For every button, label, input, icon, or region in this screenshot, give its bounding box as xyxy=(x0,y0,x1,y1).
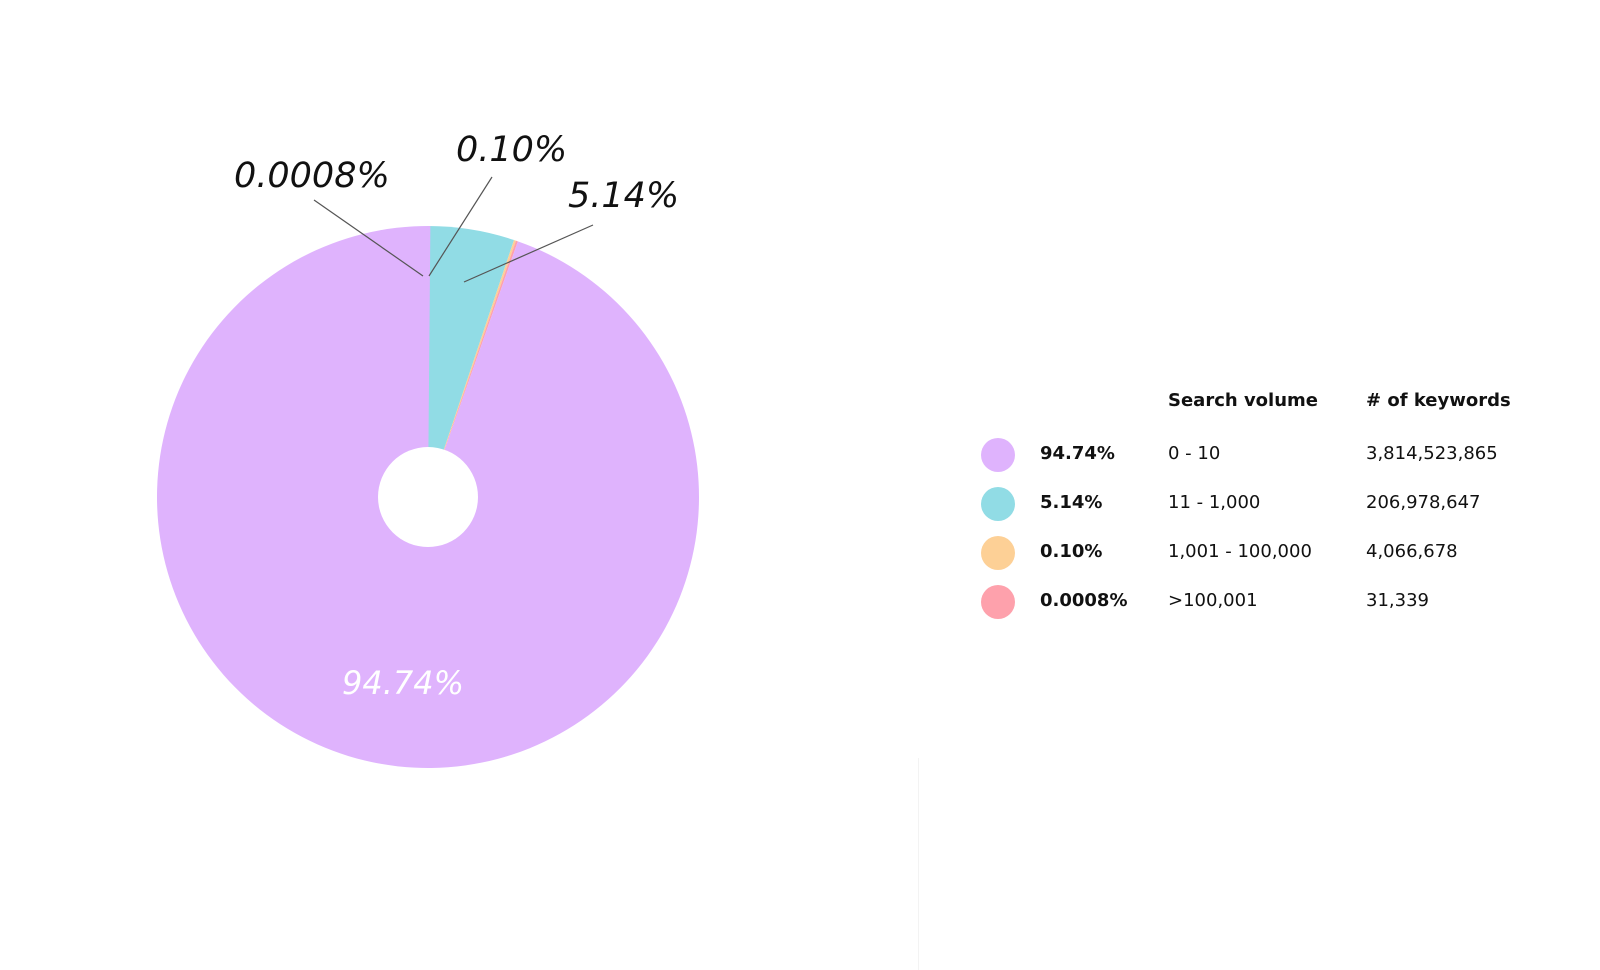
legend-header-row: Search volume # of keywords xyxy=(975,390,1535,434)
legend-row: 0.10% 1,001 - 100,000 4,066,678 xyxy=(975,532,1535,581)
leader-line-slice-4 xyxy=(313,199,424,277)
slice-label-3: 0.10% xyxy=(456,130,567,170)
divider-line xyxy=(918,758,919,970)
legend-keyword-count: 31,339 xyxy=(1366,590,1429,611)
leader-line-slice-3 xyxy=(428,176,493,277)
legend-search-volume: 11 - 1,000 xyxy=(1168,492,1261,513)
legend-search-volume: 1,001 - 100,000 xyxy=(1168,541,1312,562)
slice-label-4: 0.0008% xyxy=(234,156,390,196)
legend-swatch xyxy=(981,487,1015,521)
legend-keyword-count: 3,814,523,865 xyxy=(1366,443,1498,464)
leader-line-slice-2 xyxy=(463,224,594,283)
legend-swatch xyxy=(981,438,1015,472)
legend-row: 5.14% 11 - 1,000 206,978,647 xyxy=(975,483,1535,532)
pie-chart: 0.0008% 0.10% 5.14% 94.74% xyxy=(157,130,700,769)
legend-swatch xyxy=(981,536,1015,570)
pie-slice-2 xyxy=(428,226,515,497)
legend-row: 94.74% 0 - 10 3,814,523,865 xyxy=(975,434,1535,483)
pie-slice-4 xyxy=(428,240,518,498)
search-volume-header: Search volume xyxy=(1168,390,1318,411)
legend-table: Search volume # of keywords 94.74% 0 - 1… xyxy=(975,390,1535,630)
legend-swatch xyxy=(981,585,1015,619)
keywords-header: # of keywords xyxy=(1366,390,1511,411)
legend-percent: 5.14% xyxy=(1040,492,1103,513)
legend-percent: 94.74% xyxy=(1040,443,1115,464)
legend-percent: 0.10% xyxy=(1040,541,1103,562)
donut-hole xyxy=(378,447,478,547)
legend-percent: 0.0008% xyxy=(1040,590,1128,611)
legend-row: 0.0008% >100,001 31,339 xyxy=(975,581,1535,630)
legend-keyword-count: 206,978,647 xyxy=(1366,492,1481,513)
pie-slice-3 xyxy=(428,240,516,497)
slice-label-1: 94.74% xyxy=(342,664,464,702)
legend-keyword-count: 4,066,678 xyxy=(1366,541,1458,562)
legend-search-volume: >100,001 xyxy=(1168,590,1258,611)
slice-label-2: 5.14% xyxy=(568,176,679,216)
legend-search-volume: 0 - 10 xyxy=(1168,443,1221,464)
